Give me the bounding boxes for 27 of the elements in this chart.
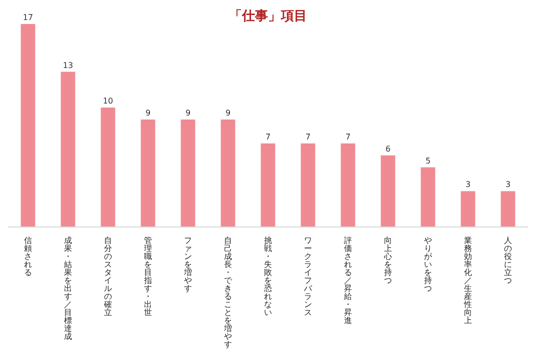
x-tick-label: 向上心を持つ: [383, 236, 392, 285]
data-label: 17: [22, 13, 34, 22]
category-label: ワークライフバランス: [304, 236, 312, 317]
x-tick-label: 人の役に立つ: [504, 236, 512, 285]
category-label: 管理職を目指す・出世: [144, 236, 152, 317]
chart-title: 「仕事」項目: [229, 9, 307, 24]
data-label: 3: [465, 180, 471, 190]
data-label: 6: [385, 144, 391, 154]
category-label: 業務効率化／生産性向上: [464, 236, 472, 325]
data-label: 9: [225, 108, 231, 118]
data-label: 7: [345, 132, 351, 142]
category-label: 成果・結果を出す／目標達成: [64, 236, 72, 341]
data-label: 3: [505, 180, 511, 190]
category-label: 自己成長・できることを増やす: [224, 236, 232, 349]
data-label: 5: [425, 156, 431, 166]
x-tick-label: やりがいを持つ: [424, 236, 433, 293]
x-tick-label: ファンを増やす: [183, 236, 192, 293]
category-label: 評価される／昇給・昇進: [344, 236, 352, 325]
data-label: 13: [62, 60, 74, 70]
data-label: 9: [145, 108, 151, 118]
data-label: 7: [305, 132, 311, 142]
data-label: 10: [102, 96, 114, 106]
x-tick-label: 信頼される: [24, 236, 32, 277]
category-label: 挑戦・失敗を恐れない: [264, 236, 272, 317]
category-label: 自分のスタイルの確立: [104, 236, 112, 317]
data-label: 9: [185, 108, 191, 118]
data-label: 7: [265, 132, 271, 142]
